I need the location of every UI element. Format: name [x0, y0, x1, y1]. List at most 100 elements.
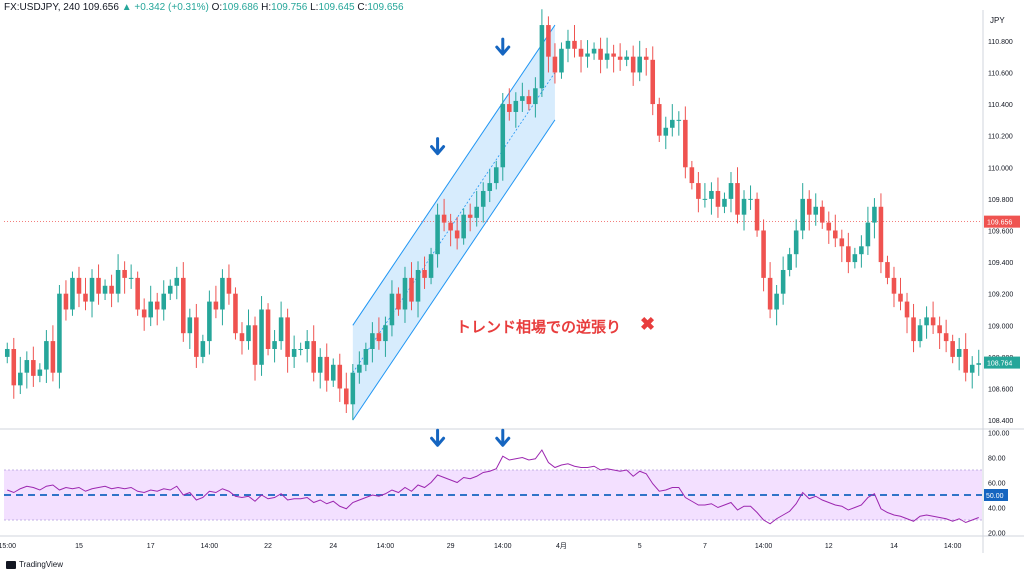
footer: TradingView — [6, 560, 63, 569]
candle-body — [754, 198, 760, 231]
candle-body — [833, 230, 838, 239]
time-tick-label: 7 — [703, 543, 707, 550]
candle-body — [709, 190, 714, 199]
rsi-tick-label: 60.00 — [988, 481, 1006, 488]
candle-body — [207, 301, 212, 342]
candle-body — [461, 214, 466, 239]
candle-body — [37, 369, 43, 376]
change-value: +0.342 (+0.31%) — [134, 2, 209, 13]
candle-body — [533, 88, 538, 105]
candle-body — [637, 56, 642, 73]
time-tick-label: 14:00 — [201, 543, 219, 550]
candle-body — [344, 388, 349, 405]
candle-body — [650, 59, 656, 105]
candle-body — [683, 119, 688, 168]
candle-body — [18, 372, 23, 386]
candle-body — [194, 317, 199, 357]
candle-body — [976, 363, 982, 365]
candle-body — [500, 104, 506, 168]
candle-body — [220, 277, 225, 310]
time-tick-label: 15:00 — [0, 543, 16, 550]
candle-body — [520, 96, 525, 101]
candle-body — [181, 277, 186, 334]
brand-label[interactable]: TradingView — [19, 560, 64, 569]
time-tick-label: 12 — [825, 543, 833, 550]
candle-body — [226, 277, 232, 294]
candle-body — [213, 301, 219, 310]
time-tick-label: 24 — [329, 543, 337, 550]
candle-body — [670, 119, 675, 128]
candle-body — [200, 341, 206, 357]
price-tick-label: 110.200 — [988, 134, 1013, 141]
price-tick-label: 109.000 — [988, 323, 1013, 330]
time-tick-label: 14:00 — [944, 543, 962, 550]
last-price: 109.656 — [82, 2, 119, 13]
axis-unit-label: JPY — [990, 16, 1005, 25]
close-label: C: — [357, 2, 368, 13]
candle-body — [233, 293, 238, 334]
candle-body — [552, 56, 558, 73]
candle-body — [702, 198, 708, 200]
candle-body — [872, 206, 877, 223]
price-tick-label: 108.600 — [988, 386, 1013, 393]
candle-body — [904, 301, 910, 318]
time-tick-label: 14:00 — [494, 543, 512, 550]
candle-body — [585, 53, 590, 57]
candle-body — [350, 372, 356, 405]
candle-body — [611, 53, 616, 57]
candle-body — [493, 167, 499, 184]
candle-body — [624, 56, 629, 60]
channel-lower-line — [352, 119, 556, 421]
candle-body — [800, 198, 805, 231]
candle-body — [422, 269, 427, 278]
candle-body — [167, 285, 173, 294]
candle-body — [63, 293, 69, 310]
candle-body — [57, 293, 62, 373]
candle-body — [480, 190, 486, 207]
candle-body — [598, 48, 603, 60]
candle-body — [96, 277, 101, 294]
candle-body — [415, 269, 421, 302]
candle-body — [4, 348, 10, 357]
candle-body — [70, 277, 75, 310]
price-tick-label: 110.000 — [988, 165, 1013, 172]
price-tick-label: 109.800 — [988, 197, 1013, 204]
candle-body — [846, 246, 851, 263]
rsi-tick-label: 40.00 — [988, 506, 1006, 513]
candle-body — [963, 348, 968, 373]
candle-body — [526, 96, 532, 105]
open-value: 109.686 — [222, 2, 259, 13]
candle-body — [363, 348, 369, 365]
candle-body — [911, 317, 916, 342]
candle-body — [572, 40, 577, 49]
symbol-label[interactable]: FX:USDJPY, 240 — [4, 2, 80, 13]
candle-body — [715, 190, 721, 207]
arrow-head — [430, 436, 446, 447]
candle-body — [154, 301, 160, 310]
arrow-head — [430, 145, 446, 156]
price-down-arrow-icon — [430, 137, 446, 156]
candle-body — [474, 206, 479, 218]
candle-body — [370, 333, 375, 349]
candle-body — [741, 198, 747, 215]
time-tick-label: 22 — [264, 543, 272, 550]
candle-body — [689, 167, 695, 184]
candle-body — [76, 277, 82, 294]
candle-body — [252, 325, 258, 365]
time-tick-label: 4月 — [556, 542, 567, 550]
candle-body — [246, 325, 251, 342]
candle-body — [539, 25, 545, 89]
close-value: 109.656 — [367, 2, 404, 13]
candle-body — [578, 48, 584, 57]
candle-body — [50, 341, 56, 373]
candle-body — [761, 230, 766, 278]
rsi-down-arrow-icon — [430, 428, 446, 447]
price-tick-label: 110.800 — [988, 39, 1013, 46]
tradingview-logo-icon — [6, 560, 16, 569]
candle-body — [774, 293, 779, 310]
candle-body — [311, 341, 316, 373]
candle-body — [924, 317, 929, 326]
time-tick-label: 5 — [638, 543, 642, 550]
candle-body — [956, 348, 962, 357]
